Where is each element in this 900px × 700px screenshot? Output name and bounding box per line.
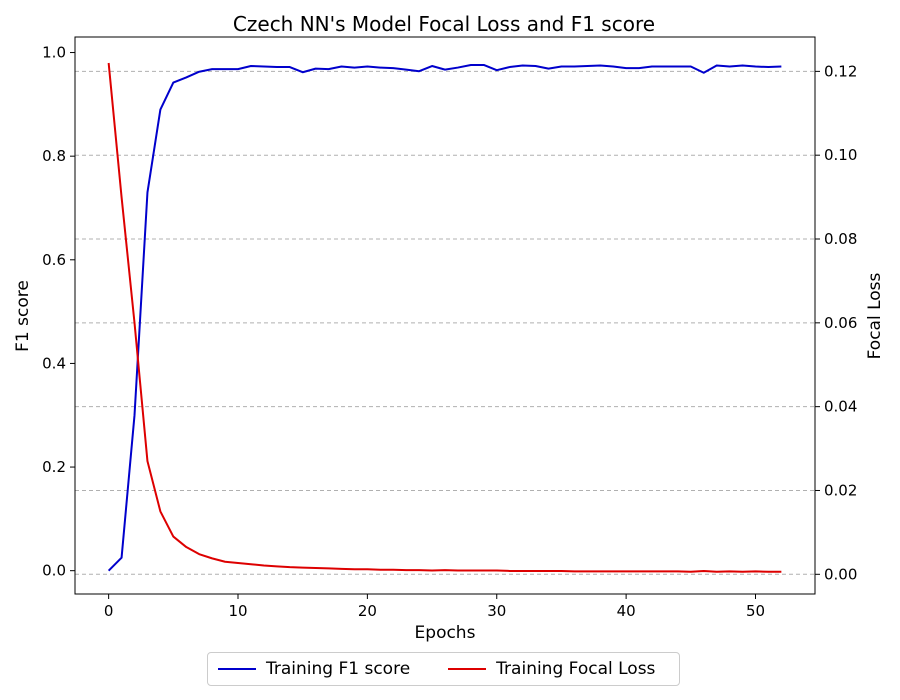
y-left-tick-label: 0.2 (42, 458, 66, 476)
x-tick-label: 0 (104, 602, 114, 620)
y-right-tick-label: 0.06 (824, 314, 857, 332)
plot-frame (74, 36, 816, 595)
y-right-tick-label: 0.00 (824, 565, 857, 583)
y-axis-right-label: Focal Loss (865, 272, 885, 359)
y-right-tick-label: 0.04 (824, 398, 857, 416)
y-left-tick-label: 1.0 (42, 44, 66, 62)
y-right-tick-label: 0.10 (824, 146, 857, 164)
legend-item-loss: Training Focal Loss (438, 659, 655, 679)
x-tick-label: 50 (746, 602, 765, 620)
y-right-tick-label: 0.08 (824, 230, 857, 248)
series-line-f1 (107, 63, 782, 572)
y-left-tick-label: 0.6 (42, 251, 66, 269)
grid (75, 70, 815, 575)
y-right-tick-label: 0.12 (824, 62, 857, 80)
y-left-tick-label: 0.0 (42, 562, 66, 580)
y-left-tick-label: 0.8 (42, 147, 66, 165)
legend-label-f1: Training F1 score (266, 659, 411, 679)
y-left-tick-label: 0.4 (42, 354, 66, 372)
x-axis: 0 10 20 30 40 50 (104, 594, 765, 620)
legend-label-loss: Training Focal Loss (496, 659, 656, 679)
legend-swatch-loss (448, 668, 487, 670)
x-tick-label: 10 (228, 602, 247, 620)
series-line-loss (107, 62, 782, 573)
chart-title: Czech NN's Model Focal Loss and F1 score (233, 12, 655, 36)
series-lines (107, 62, 782, 573)
y-axis-left-label: F1 score (13, 280, 33, 352)
legend-item-f1: Training F1 score (208, 659, 410, 679)
y-axis-right: 0.00 0.02 0.04 0.06 0.08 0.10 0.12 (815, 62, 857, 583)
y-right-tick-label: 0.02 (824, 481, 857, 499)
y-axis-left: 0.0 0.2 0.4 0.6 0.8 1.0 (42, 44, 75, 580)
legend: Training F1 score Training Focal Loss (207, 652, 680, 686)
x-tick-label: 30 (487, 602, 506, 620)
x-tick-label: 40 (617, 602, 636, 620)
x-tick-label: 20 (358, 602, 377, 620)
legend-swatch-f1 (218, 668, 256, 670)
x-axis-label: Epochs (415, 623, 476, 643)
